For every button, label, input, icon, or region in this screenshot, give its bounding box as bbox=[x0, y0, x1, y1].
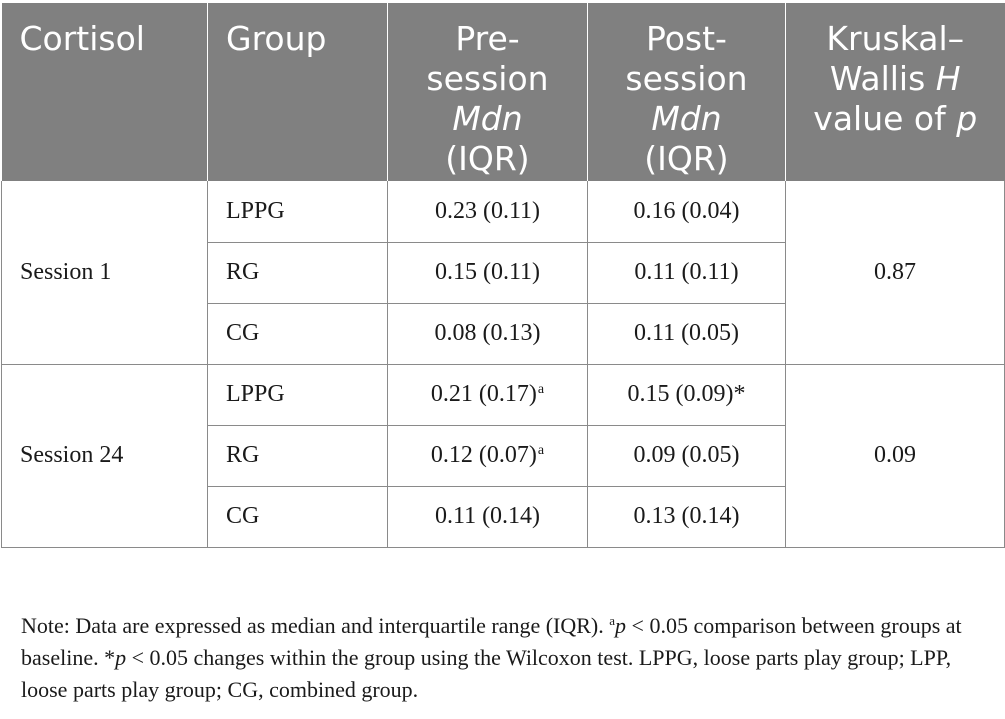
table-row: CG 0.08 (0.13) 0.11 (0.05) bbox=[2, 302, 1005, 365]
post-cell: 0.16 (0.04) bbox=[587, 181, 786, 243]
post-cell: 0.11 (0.11) bbox=[587, 241, 786, 304]
footnote-marker: a bbox=[537, 382, 545, 397]
group-cell: CG bbox=[207, 302, 388, 365]
cortisol-table: Cortisol Group Pre- session Mdn (IQR) Po… bbox=[1, 3, 1005, 548]
pre-cell: 0.15 (0.11) bbox=[387, 241, 588, 304]
pre-cell: 0.23 (0.11) bbox=[387, 181, 588, 243]
p-value-cell: 0.87 bbox=[785, 181, 1005, 365]
p-value-cell: 0.09 bbox=[785, 363, 1005, 548]
table-row: Session 24 LPPG 0.21 (0.17)a 0.15 (0.09)… bbox=[1, 363, 1005, 548]
post-cell: 0.15 (0.09)* bbox=[587, 363, 786, 426]
pre-cell: 0.12 (0.07)a bbox=[387, 424, 588, 487]
header-cortisol: Cortisol bbox=[1, 3, 208, 181]
header-row: Cortisol Group Pre- session Mdn (IQR) Po… bbox=[1, 3, 1005, 181]
header-group: Group bbox=[207, 3, 388, 181]
pre-cell: 0.11 (0.14) bbox=[387, 485, 588, 548]
group-cell: LPPG bbox=[207, 181, 388, 243]
session-label: Session 24 bbox=[1, 363, 208, 548]
group-cell: RG bbox=[207, 424, 388, 487]
header-kruskal-wallis: Kruskal– Wallis H value of p bbox=[785, 3, 1005, 181]
footnote-marker: a bbox=[537, 443, 545, 458]
group-cell: RG bbox=[207, 241, 388, 304]
pre-cell: 0.21 (0.17)a bbox=[387, 363, 588, 426]
table-row: Session 1 LPPG 0.23 (0.11) 0.16 (0.04) 0… bbox=[1, 181, 1005, 365]
header-post-session: Post- session Mdn (IQR) bbox=[587, 3, 786, 181]
group-cell: CG bbox=[207, 485, 388, 548]
table-note: Note: Data are expressed as median and i… bbox=[21, 613, 962, 702]
table-row: RG 0.15 (0.11) 0.11 (0.11) bbox=[2, 241, 1005, 304]
post-cell: 0.13 (0.14) bbox=[587, 485, 786, 548]
group-cell: LPPG bbox=[207, 363, 388, 426]
header-pre-session: Pre- session Mdn (IQR) bbox=[387, 3, 588, 181]
post-cell: 0.09 (0.05) bbox=[587, 424, 786, 487]
post-cell: 0.11 (0.05) bbox=[587, 302, 786, 365]
footnote-marker: a bbox=[609, 613, 616, 628]
table-row: RG 0.12 (0.07)a 0.09 (0.05) bbox=[2, 424, 1005, 487]
pre-cell: 0.08 (0.13) bbox=[387, 302, 588, 365]
session-label: Session 1 bbox=[1, 181, 208, 365]
table-row: CG 0.11 (0.14) 0.13 (0.14) bbox=[2, 485, 1005, 548]
